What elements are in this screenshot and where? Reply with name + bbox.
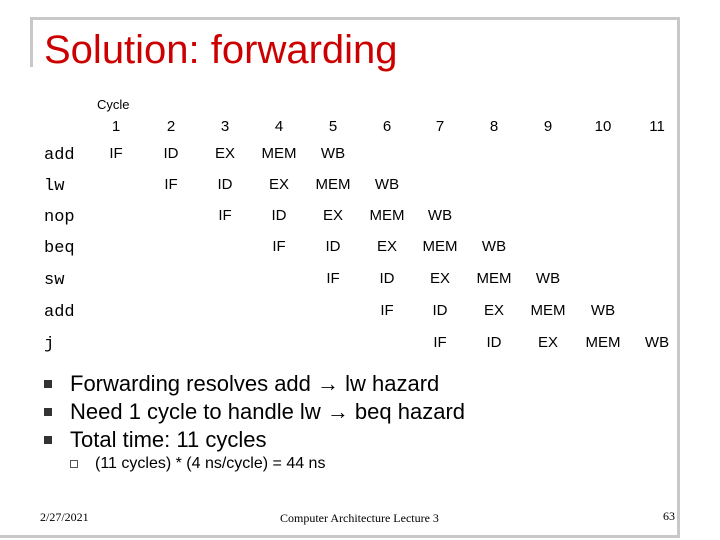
bullet-text: Total time: 11 cycles: [70, 427, 267, 452]
pipeline-stage-cell: IF: [380, 302, 394, 319]
pipeline-stage-cell: EX: [214, 145, 236, 162]
instruction-label: nop: [44, 208, 75, 227]
instruction-label: beq: [44, 239, 75, 258]
pipeline-stage-cell: MEM: [476, 270, 512, 287]
cycle-number: 4: [274, 118, 284, 135]
pipeline-stage-cell: EX: [322, 207, 344, 224]
pipeline-stage-cell: IF: [218, 207, 232, 224]
frame-left-line: [30, 17, 33, 67]
pipeline-stage-cell: EX: [483, 302, 505, 319]
pipeline-stage-cell: WB: [644, 334, 670, 351]
pipeline-stage-cell: EX: [268, 176, 290, 193]
cycle-number: 6: [382, 118, 392, 135]
footer-date: 2/27/2021: [40, 510, 89, 524]
pipeline-stage-cell: MEM: [261, 145, 297, 162]
pipeline-stage-cell: IF: [433, 334, 447, 351]
cycle-number: 9: [543, 118, 553, 135]
pipeline-stage-cell: ID: [379, 270, 395, 287]
frame-right-line: [677, 17, 680, 537]
cycle-number: 10: [594, 118, 612, 135]
pipeline-stage-cell: WB: [481, 238, 507, 255]
pipeline-stage-cell: MEM: [315, 176, 351, 193]
bullet-text: Forwarding resolves add → lw hazard: [70, 371, 440, 396]
pipeline-stage-cell: ID: [325, 238, 341, 255]
pipeline-stage-cell: MEM: [530, 302, 566, 319]
pipeline-stage-cell: ID: [217, 176, 233, 193]
cycle-label: Cycle: [97, 97, 130, 112]
pipeline-stage-cell: MEM: [369, 207, 405, 224]
cycle-number: 2: [166, 118, 176, 135]
footer-page-number: 63: [663, 509, 675, 523]
pipeline-stage-cell: MEM: [422, 238, 458, 255]
cycle-number: 8: [489, 118, 499, 135]
footer-course: Computer Architecture Lecture 3: [280, 511, 439, 525]
square-bullet-icon: [44, 436, 52, 444]
pipeline-stage-cell: EX: [429, 270, 451, 287]
frame-top-line: [30, 17, 680, 20]
hollow-square-bullet-icon: [70, 460, 78, 468]
pipeline-stage-cell: IF: [109, 145, 123, 162]
pipeline-stage-cell: MEM: [585, 334, 621, 351]
pipeline-stage-cell: ID: [486, 334, 502, 351]
pipeline-stage-cell: IF: [272, 238, 286, 255]
pipeline-stage-cell: IF: [164, 176, 178, 193]
instruction-label: add: [44, 146, 75, 165]
pipeline-stage-cell: WB: [374, 176, 400, 193]
instruction-label: j: [44, 335, 55, 354]
pipeline-stage-cell: EX: [376, 238, 398, 255]
cycle-number: 11: [649, 118, 665, 135]
pipeline-stage-cell: EX: [537, 334, 559, 351]
cycle-number: 5: [328, 118, 338, 135]
pipeline-stage-cell: ID: [432, 302, 448, 319]
instruction-label: sw: [44, 271, 65, 290]
square-bullet-icon: [44, 408, 52, 416]
slide-title: Solution: forwarding: [44, 28, 398, 72]
cycle-number: 7: [435, 118, 445, 135]
bullet-text: Need 1 cycle to handle lw → beq hazard: [70, 399, 466, 424]
cycle-number: 1: [111, 118, 121, 135]
instruction-label: lw: [44, 177, 65, 196]
square-bullet-icon: [44, 380, 52, 388]
pipeline-stage-cell: ID: [271, 207, 287, 224]
pipeline-stage-cell: WB: [320, 145, 346, 162]
pipeline-stage-cell: WB: [535, 270, 561, 287]
instruction-label: add: [44, 303, 75, 322]
pipeline-stage-cell: WB: [427, 207, 453, 224]
pipeline-stage-cell: ID: [163, 145, 179, 162]
pipeline-stage-cell: IF: [326, 270, 340, 287]
frame-bottom-line: [0, 535, 680, 538]
cycle-number: 3: [220, 118, 230, 135]
sub-bullet-text: (11 cycles) * (4 ns/cycle) = 44 ns: [95, 455, 326, 472]
pipeline-stage-cell: WB: [590, 302, 616, 319]
